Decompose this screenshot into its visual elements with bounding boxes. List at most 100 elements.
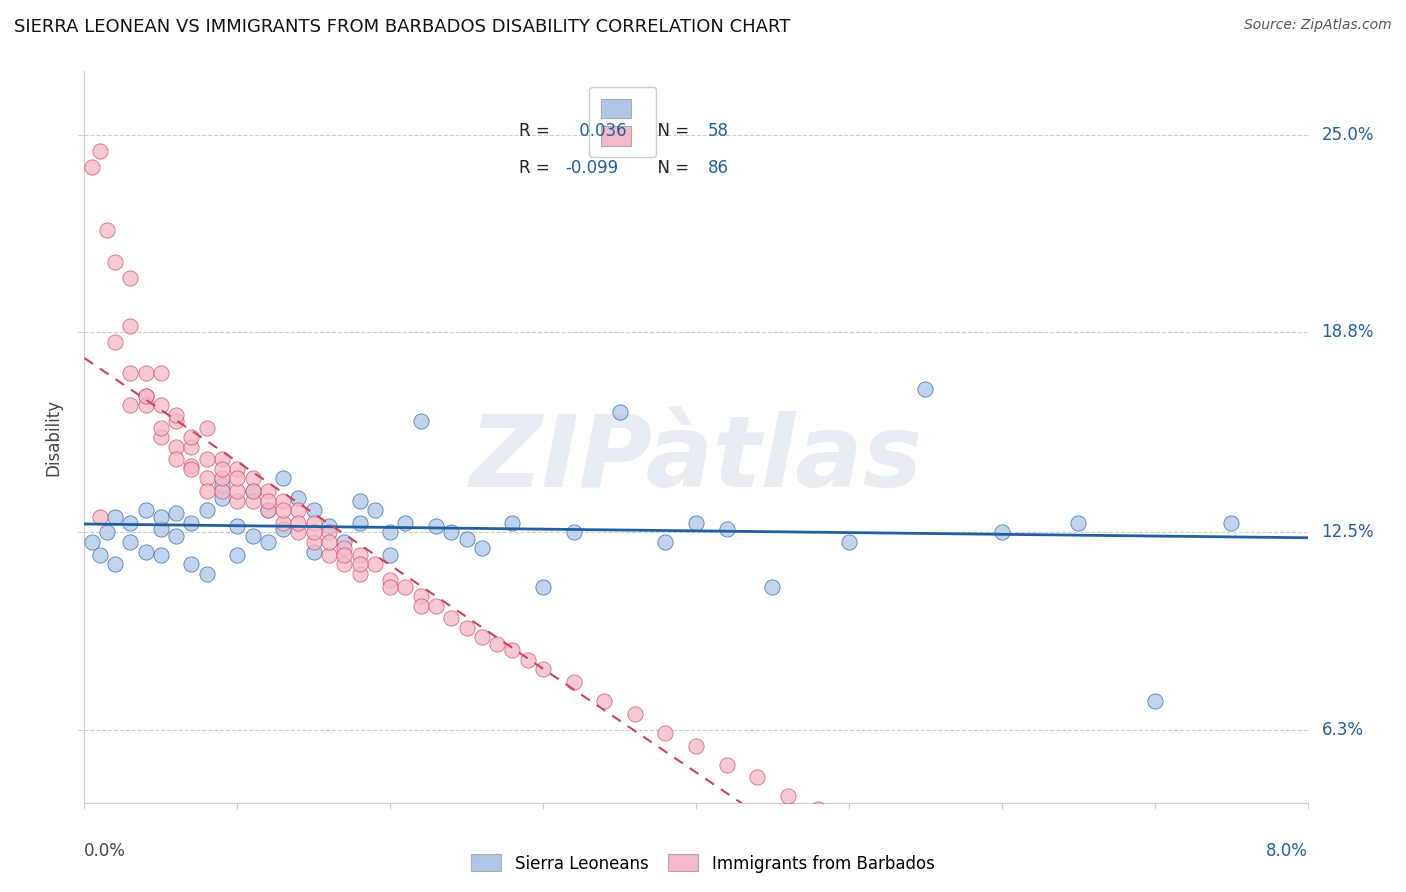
Point [349, 558, 371, 572]
Legend: , : , [589, 87, 657, 157]
Point [135, 398, 157, 412]
Point [271, 471, 294, 485]
Point [165, 529, 187, 543]
Point [349, 516, 371, 530]
Point [364, 503, 387, 517]
Point [333, 541, 356, 556]
Point [271, 522, 294, 536]
Point [257, 493, 280, 508]
Point [149, 398, 172, 412]
Point [716, 757, 738, 772]
Point [531, 580, 554, 594]
Point [257, 503, 280, 517]
Point [104, 334, 127, 349]
Point [226, 493, 249, 508]
Point [318, 519, 340, 533]
Point [89, 548, 111, 562]
Point [271, 493, 294, 508]
Point [486, 637, 509, 651]
Text: 18.8%: 18.8% [1322, 323, 1374, 341]
Point [120, 318, 142, 333]
Point [135, 544, 157, 558]
Point [333, 535, 356, 549]
Point [135, 367, 157, 381]
Point [409, 414, 432, 428]
Point [180, 458, 202, 473]
Text: SIERRA LEONEAN VS IMMIGRANTS FROM BARBADOS DISABILITY CORRELATION CHART: SIERRA LEONEAN VS IMMIGRANTS FROM BARBAD… [14, 18, 790, 36]
Point [120, 398, 142, 412]
Point [89, 144, 111, 158]
Point [562, 525, 585, 540]
Point [242, 529, 264, 543]
Point [165, 507, 187, 521]
Point [440, 611, 463, 625]
Text: Source: ZipAtlas.com: Source: ZipAtlas.com [1244, 18, 1392, 32]
Point [349, 493, 371, 508]
Legend: Sierra Leoneans, Immigrants from Barbados: Sierra Leoneans, Immigrants from Barbado… [465, 847, 941, 880]
Point [302, 503, 325, 517]
Text: R =: R = [519, 159, 554, 177]
Point [195, 452, 218, 467]
Point [211, 484, 233, 499]
Point [257, 535, 280, 549]
Point [226, 471, 249, 485]
Point [120, 516, 142, 530]
Point [226, 484, 249, 499]
Point [609, 404, 631, 418]
Point [96, 525, 118, 540]
Point [135, 503, 157, 517]
Point [271, 503, 294, 517]
Point [242, 484, 264, 499]
Point [165, 452, 187, 467]
Point [747, 770, 769, 784]
Point [531, 662, 554, 676]
Point [211, 462, 233, 476]
Point [380, 573, 402, 587]
Text: ZIPàtlas: ZIPàtlas [470, 410, 922, 508]
Point [195, 503, 218, 517]
Point [440, 525, 463, 540]
Point [211, 452, 233, 467]
Text: N =: N = [647, 122, 695, 140]
Point [502, 516, 524, 530]
Point [242, 471, 264, 485]
Point [302, 525, 325, 540]
Point [318, 535, 340, 549]
Point [104, 255, 127, 269]
Point [271, 516, 294, 530]
Point [425, 599, 447, 613]
Point [593, 694, 616, 708]
Point [409, 589, 432, 603]
Point [302, 544, 325, 558]
Point [562, 675, 585, 690]
Point [211, 471, 233, 485]
Point [364, 558, 387, 572]
Point [180, 462, 202, 476]
Point [838, 822, 860, 836]
Point [226, 548, 249, 562]
Text: R =: R = [519, 122, 554, 140]
Point [149, 522, 172, 536]
Point [394, 580, 416, 594]
Point [242, 484, 264, 499]
Text: 0.0%: 0.0% [84, 842, 127, 860]
Point [211, 477, 233, 491]
Point [80, 160, 103, 174]
Point [135, 389, 157, 403]
Point [380, 525, 402, 540]
Point [165, 414, 187, 428]
Point [1143, 694, 1166, 708]
Point [502, 643, 524, 657]
Point [96, 223, 118, 237]
Point [149, 430, 172, 444]
Point [287, 503, 309, 517]
Point [135, 389, 157, 403]
Point [349, 566, 371, 581]
Point [838, 535, 860, 549]
Text: 8.0%: 8.0% [1265, 842, 1308, 860]
Text: 0.036: 0.036 [574, 122, 626, 140]
Point [80, 535, 103, 549]
Point [318, 525, 340, 540]
Point [456, 532, 478, 546]
Text: 86: 86 [709, 159, 730, 177]
